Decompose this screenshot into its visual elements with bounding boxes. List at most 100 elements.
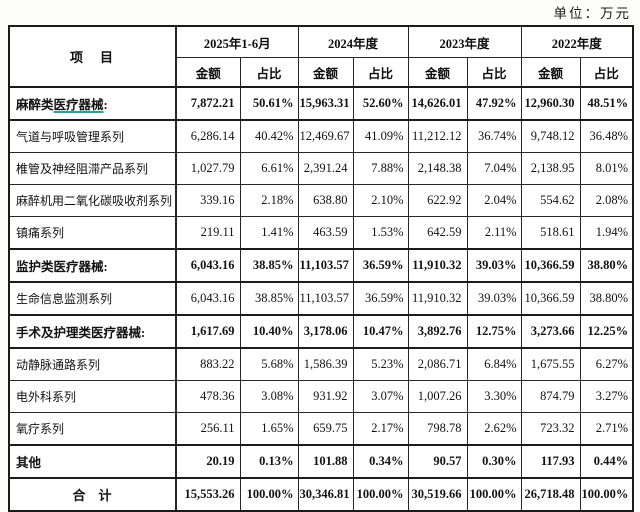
row-label: 椎管及神经阻滞产品系列 xyxy=(8,152,177,185)
table-row: 椎管及神经阻滞产品系列 1,027.79 6.61% 2,391.24 7.88% 2,1… xyxy=(8,152,634,185)
ratio-cell: 38.85% xyxy=(239,248,299,283)
amount-cell: 7,872.21 xyxy=(175,86,241,121)
amount-cell: 1,007.26 xyxy=(407,380,468,413)
table-row: 动静脉通路系列 883.22 5.68% 1,586.39 5.23% 2,086.71 6… xyxy=(8,347,634,381)
amount-cell: 15,553.26 xyxy=(175,477,241,512)
row-label: 监护类医疗器械: xyxy=(8,248,177,283)
amount-cell: 2,138.95 xyxy=(520,152,581,185)
ratio-cell: 6.27% xyxy=(579,347,634,381)
ratio-cell: 10.47% xyxy=(352,314,409,349)
amount-cell: 1,586.39 xyxy=(297,347,354,381)
column-header-ratio: 占比 xyxy=(239,57,299,88)
row-label: 氧疗系列 xyxy=(8,412,177,446)
ratio-cell: 3.27% xyxy=(579,380,634,413)
ratio-cell: 6.84% xyxy=(466,347,522,381)
ratio-cell: 1.41% xyxy=(239,216,299,250)
ratio-cell: 2.71% xyxy=(579,412,634,446)
amount-cell: 1,675.55 xyxy=(520,347,581,381)
column-header-ratio: 占比 xyxy=(466,57,522,88)
ratio-cell: 47.92% xyxy=(466,86,522,121)
ratio-cell: 3.07% xyxy=(352,380,409,413)
ratio-cell: 38.80% xyxy=(579,281,634,316)
amount-cell: 339.16 xyxy=(175,184,241,217)
amount-cell: 11,212.12 xyxy=(407,119,468,153)
amount-cell: 3,178.06 xyxy=(297,314,354,349)
column-header-ratio: 占比 xyxy=(352,57,409,88)
ratio-cell: 1.53% xyxy=(352,216,409,250)
column-header-period-2025h1: 2025年1-6月 xyxy=(175,25,299,58)
table-header: 项 目 2025年1-6月 2024年度 2023年度 2022年度 金额 占比… xyxy=(8,25,634,88)
amount-cell: 622.92 xyxy=(407,184,468,217)
amount-cell: 6,043.16 xyxy=(175,281,241,316)
amount-cell: 219.11 xyxy=(175,216,241,250)
ratio-cell: 7.88% xyxy=(352,152,409,185)
amount-cell: 2,148.38 xyxy=(407,152,468,185)
amount-cell: 518.61 xyxy=(520,216,581,250)
ratio-cell: 2.18% xyxy=(239,184,299,217)
ratio-cell: 2.10% xyxy=(352,184,409,217)
table-row: 其他 20.19 0.13% 101.88 0.34% 90.57 0.30% 117.93 0… xyxy=(8,444,634,479)
row-label: 其他 xyxy=(8,444,177,479)
amount-cell: 2,086.71 xyxy=(407,347,468,381)
ratio-cell: 36.59% xyxy=(352,281,409,316)
ratio-cell: 0.44% xyxy=(579,444,634,479)
ratio-cell: 100.00% xyxy=(352,477,409,512)
amount-cell: 11,103.57 xyxy=(297,281,354,316)
row-label: 麻醉机用二氧化碳吸收剂系列 xyxy=(8,184,177,217)
revenue-table: 项 目 2025年1-6月 2024年度 2023年度 2022年度 金额 占比… xyxy=(8,25,635,512)
column-header-period-2023: 2023年度 xyxy=(407,25,522,58)
table-row: 合 计 15,553.26 100.00% 30,346.81 100.00% 30,51… xyxy=(8,477,634,512)
amount-cell: 14,626.01 xyxy=(407,86,468,121)
ratio-cell: 39.03% xyxy=(466,281,522,316)
ratio-cell: 7.04% xyxy=(466,152,522,185)
amount-cell: 10,366.59 xyxy=(520,248,581,283)
amount-cell: 101.88 xyxy=(297,444,354,479)
amount-cell: 12,960.30 xyxy=(520,86,581,121)
amount-cell: 10,366.59 xyxy=(520,281,581,316)
ratio-cell: 12.75% xyxy=(466,314,522,349)
amount-cell: 11,910.32 xyxy=(407,281,468,316)
amount-cell: 26,718.48 xyxy=(520,477,581,512)
ratio-cell: 36.59% xyxy=(352,248,409,283)
amount-cell: 20.19 xyxy=(175,444,241,479)
ratio-cell: 2.62% xyxy=(466,412,522,446)
amount-cell: 478.36 xyxy=(175,380,241,413)
ratio-cell: 5.23% xyxy=(352,347,409,381)
table-row: 生命信息监测系列 6,043.16 38.85% 11,103.57 36.59% 11,… xyxy=(8,281,634,316)
column-header-amount: 金额 xyxy=(175,57,241,88)
column-header-item: 项 目 xyxy=(8,25,177,88)
table-row: 镇痛系列 219.11 1.41% 463.59 1.53% 642.59 2.11% 518… xyxy=(8,216,634,250)
ratio-cell: 3.30% xyxy=(466,380,522,413)
amount-cell: 30,519.66 xyxy=(407,477,468,512)
ratio-cell: 2.08% xyxy=(579,184,634,217)
amount-cell: 15,963.31 xyxy=(297,86,354,121)
amount-cell: 3,892.76 xyxy=(407,314,468,349)
amount-cell: 6,043.16 xyxy=(175,248,241,283)
amount-cell: 256.11 xyxy=(175,412,241,446)
amount-cell: 11,103.57 xyxy=(297,248,354,283)
ratio-cell: 52.60% xyxy=(352,86,409,121)
amount-cell: 12,469.67 xyxy=(297,119,354,153)
amount-cell: 554.62 xyxy=(520,184,581,217)
ratio-cell: 10.40% xyxy=(239,314,299,349)
ratio-cell: 6.61% xyxy=(239,152,299,185)
row-label: 生命信息监测系列 xyxy=(8,281,177,316)
row-label: 电外科系列 xyxy=(8,380,177,413)
column-header-period-2022: 2022年度 xyxy=(520,25,634,58)
table-body: 麻醉类医疗器械: 7,872.21 50.61% 15,963.31 52.60% 14,… xyxy=(8,86,634,512)
ratio-cell: 36.74% xyxy=(466,119,522,153)
header-measure-row: 金额 占比 金额 占比 金额 占比 金额 占比 xyxy=(9,57,634,88)
row-label: 麻醉类医疗器械: xyxy=(8,86,177,121)
column-header-amount: 金额 xyxy=(520,57,581,88)
ratio-cell: 1.94% xyxy=(579,216,634,250)
amount-cell: 874.79 xyxy=(520,380,581,413)
ratio-cell: 48.51% xyxy=(579,86,634,121)
amount-cell: 9,748.12 xyxy=(520,119,581,153)
ratio-cell: 3.08% xyxy=(239,380,299,413)
table-row: 麻醉类医疗器械: 7,872.21 50.61% 15,963.31 52.60% 14,… xyxy=(8,86,634,121)
amount-cell: 659.75 xyxy=(297,412,354,446)
ratio-cell: 8.01% xyxy=(579,152,634,185)
table-row: 监护类医疗器械: 6,043.16 38.85% 11,103.57 36.59% 11,… xyxy=(8,248,634,283)
ratio-cell: 1.65% xyxy=(239,412,299,446)
ratio-cell: 2.11% xyxy=(466,216,522,250)
